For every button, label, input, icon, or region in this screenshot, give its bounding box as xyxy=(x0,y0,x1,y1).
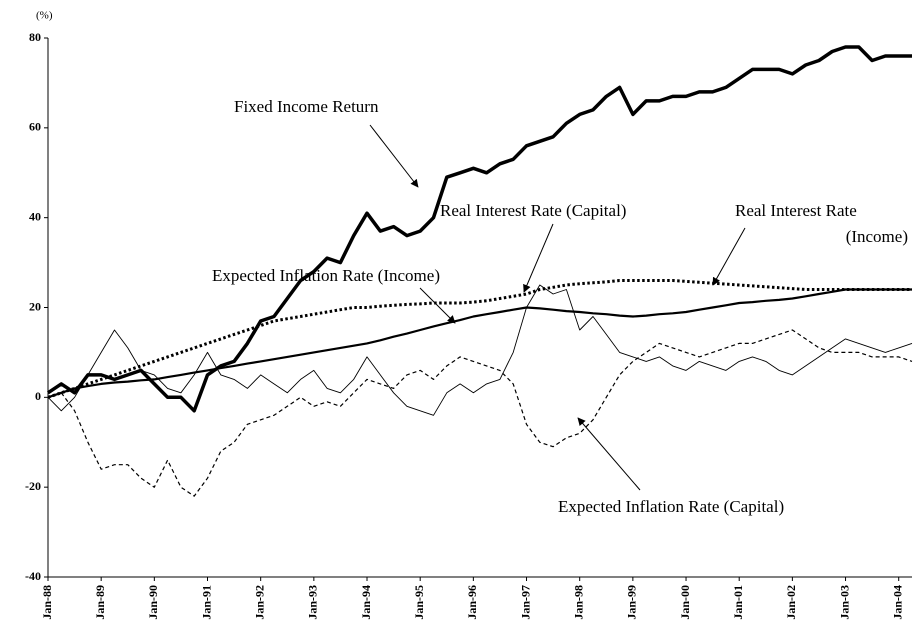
annotation-arrow xyxy=(369,124,419,188)
x-tick-label: Jan-92 xyxy=(252,585,266,620)
annotation-arrow xyxy=(712,227,746,286)
annotation-arrow xyxy=(419,287,456,324)
x-tick-label: Jan-90 xyxy=(146,585,160,620)
x-tick-label: Jan-91 xyxy=(199,585,213,620)
y-axis-label: (%) xyxy=(36,10,53,22)
annotation: Expected Inflation Rate (Income) xyxy=(212,266,440,285)
x-tick-label: Jan-04 xyxy=(890,585,904,620)
x-tick-label: Jan-89 xyxy=(93,585,107,620)
annotation: Expected Inflation Rate (Capital) xyxy=(558,497,784,516)
y-tick-label: -40 xyxy=(25,569,41,583)
x-tick-label: Jan-00 xyxy=(678,585,692,620)
y-tick-label: -20 xyxy=(25,479,41,493)
y-tick-label: 20 xyxy=(29,299,41,313)
x-tick-label: Jan-03 xyxy=(837,585,851,620)
annotation: Fixed Income Return xyxy=(234,97,379,116)
series-line xyxy=(47,329,913,497)
y-tick-label: 80 xyxy=(29,30,41,44)
x-tick-label: Jan-96 xyxy=(465,585,479,620)
x-tick-label: Jan-88 xyxy=(40,585,54,620)
series-line xyxy=(47,284,913,416)
y-tick-label: 60 xyxy=(29,120,41,134)
x-tick-label: Jan-95 xyxy=(412,585,426,620)
x-tick-label: Jan-93 xyxy=(306,585,320,620)
x-tick-label: Jan-97 xyxy=(518,585,532,620)
y-tick-label: 40 xyxy=(29,209,41,223)
series-line xyxy=(47,45,912,413)
annotation: (Income) xyxy=(846,227,908,246)
x-tick-label: Jan-99 xyxy=(625,585,639,620)
annotation-arrow xyxy=(577,417,641,491)
x-tick-label: Jan-02 xyxy=(784,585,798,620)
x-tick-label: Jan-98 xyxy=(571,585,585,620)
y-tick-label: 0 xyxy=(35,389,41,403)
x-tick-label: Jan-01 xyxy=(731,585,745,620)
annotation: Real Interest Rate (Capital) xyxy=(440,201,626,220)
series-line xyxy=(47,288,912,399)
x-tick-label: Jan-94 xyxy=(359,585,373,620)
annotation-arrow xyxy=(523,223,554,293)
series-line xyxy=(47,279,912,399)
annotation: Real Interest Rate xyxy=(735,201,857,220)
